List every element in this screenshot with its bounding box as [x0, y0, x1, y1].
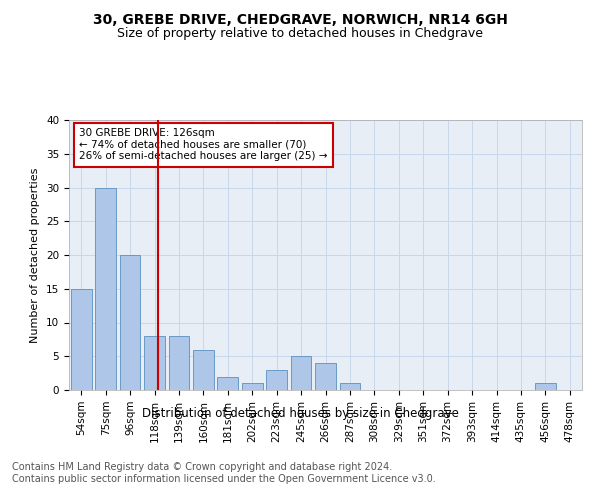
Bar	[95, 188, 116, 390]
Bar	[535, 383, 556, 390]
Bar	[315, 363, 336, 390]
Bar	[169, 336, 190, 390]
Y-axis label: Number of detached properties: Number of detached properties	[31, 168, 40, 342]
Bar	[217, 376, 238, 390]
Bar	[144, 336, 165, 390]
Text: Size of property relative to detached houses in Chedgrave: Size of property relative to detached ho…	[117, 28, 483, 40]
Text: Distribution of detached houses by size in Chedgrave: Distribution of detached houses by size …	[142, 408, 458, 420]
Bar	[340, 383, 361, 390]
Bar	[193, 350, 214, 390]
Bar	[119, 255, 140, 390]
Bar	[242, 383, 263, 390]
Text: 30 GREBE DRIVE: 126sqm
← 74% of detached houses are smaller (70)
26% of semi-det: 30 GREBE DRIVE: 126sqm ← 74% of detached…	[79, 128, 328, 162]
Bar	[290, 356, 311, 390]
Text: 30, GREBE DRIVE, CHEDGRAVE, NORWICH, NR14 6GH: 30, GREBE DRIVE, CHEDGRAVE, NORWICH, NR1…	[92, 12, 508, 26]
Bar	[71, 289, 92, 390]
Bar	[266, 370, 287, 390]
Text: Contains HM Land Registry data © Crown copyright and database right 2024.
Contai: Contains HM Land Registry data © Crown c…	[12, 462, 436, 484]
